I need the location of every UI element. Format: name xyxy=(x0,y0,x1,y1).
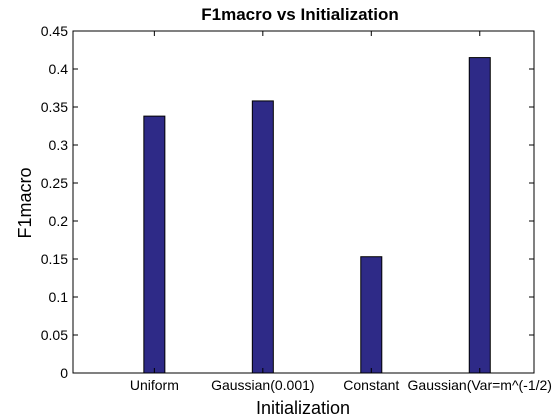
x-tick-label: Gaussian(Var=m^(-1/2) xyxy=(408,377,552,393)
y-tick-label: 0.05 xyxy=(41,327,68,343)
y-tick-label: 0.15 xyxy=(41,251,68,267)
plot-frame xyxy=(72,30,535,374)
y-axis-label: F1macro xyxy=(15,167,35,238)
x-tick-label: Uniform xyxy=(130,377,179,393)
bar xyxy=(251,100,274,374)
plot-area: 0 0.05 0.1 0.15 0.2 0.25 0.3 0.35 0.4 0.45 Uniform… xyxy=(41,23,552,393)
y-tick-label: 0.35 xyxy=(41,99,68,115)
y-tick-label: 0.3 xyxy=(49,137,69,153)
y-tick-label: 0.1 xyxy=(49,289,69,305)
y-tick-label: 0.25 xyxy=(41,175,68,191)
bar xyxy=(143,115,166,374)
y-tick-label: 0 xyxy=(60,365,68,381)
bar xyxy=(468,57,491,374)
y-tick-label: 0.45 xyxy=(41,23,68,39)
x-tick-label: Constant xyxy=(343,377,399,393)
chart-title: F1macro vs Initialization xyxy=(201,5,398,24)
x-axis-label: Initialization xyxy=(256,398,350,418)
x-tick-label: Gaussian(0.001) xyxy=(211,377,315,393)
y-tick-label: 0.2 xyxy=(49,213,69,229)
bar xyxy=(360,256,383,374)
y-tick-label: 0.4 xyxy=(49,61,69,77)
